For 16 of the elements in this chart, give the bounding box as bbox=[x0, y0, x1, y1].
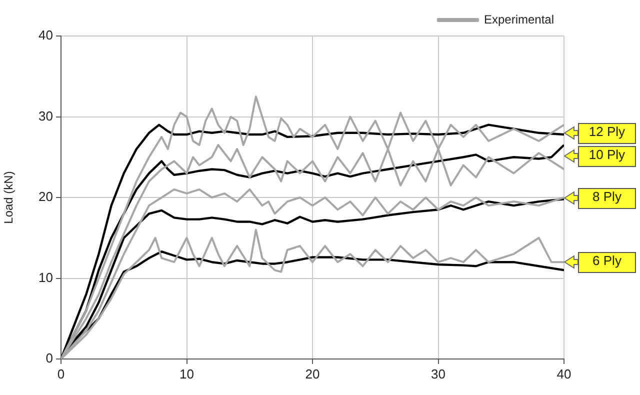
y-tick-label: 10 bbox=[38, 270, 53, 285]
x-tick-label: 40 bbox=[556, 366, 572, 382]
x-tick-label: 0 bbox=[57, 366, 65, 382]
text: 12 Ply bbox=[578, 122, 636, 144]
text: 10 Ply bbox=[578, 146, 636, 166]
text: 6 Ply bbox=[578, 252, 636, 274]
x-tick-label: 10 bbox=[180, 366, 194, 382]
y-tick-label: 30 bbox=[38, 108, 53, 124]
y-tick-label: 40 bbox=[38, 28, 53, 43]
x-tick-label: 20 bbox=[305, 366, 320, 382]
x-tick-label: 30 bbox=[431, 366, 446, 382]
legend-label: Experimental bbox=[484, 12, 554, 26]
text: 8 Ply bbox=[578, 188, 636, 208]
y-axis-title: Load (kN) bbox=[2, 171, 16, 224]
y-tick-label: 20 bbox=[38, 189, 53, 204]
y-tick-label: 0 bbox=[46, 350, 53, 366]
